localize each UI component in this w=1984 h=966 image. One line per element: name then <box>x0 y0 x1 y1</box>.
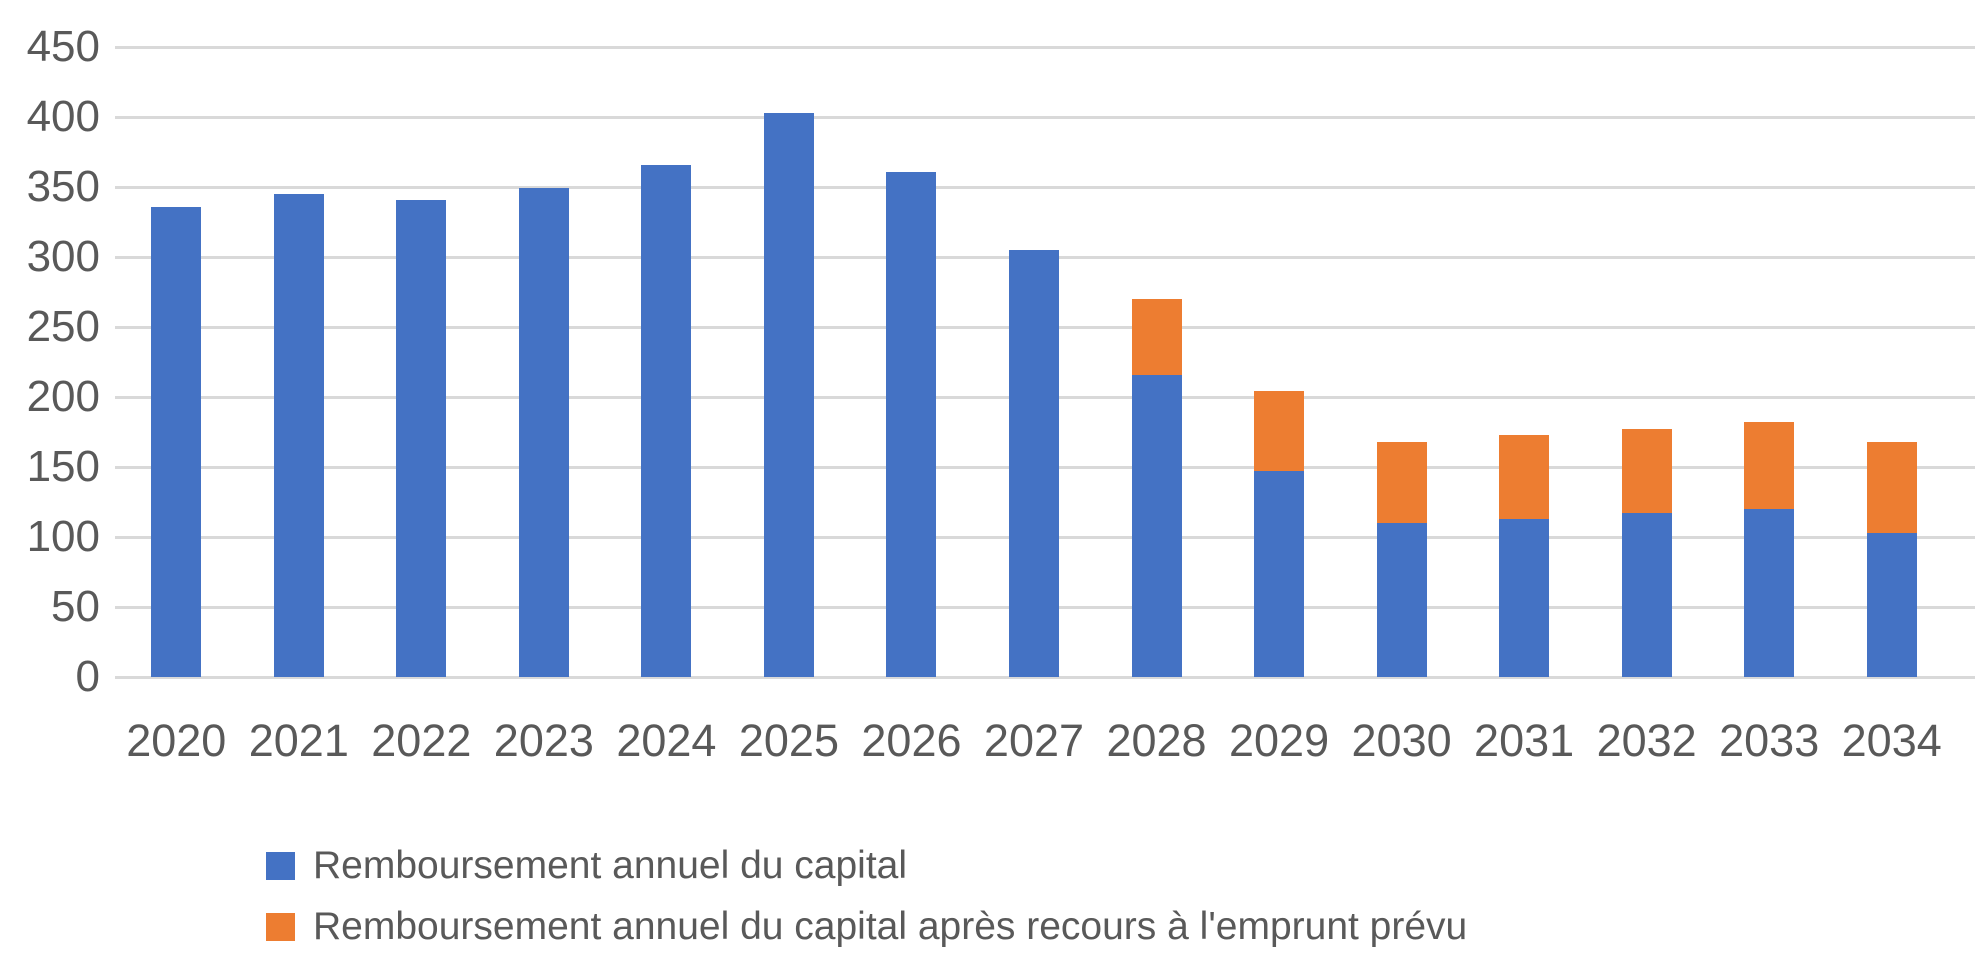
x-tick-label-2031: 2031 <box>1474 715 1575 766</box>
bar-2034-series-1 <box>1866 441 1917 533</box>
bar-group-2030 <box>1340 47 1463 677</box>
bar-group-2021 <box>238 47 361 677</box>
gridline-450 <box>115 45 1975 49</box>
legend-label-capital-apres-emprunt: Remboursement annuel du capital après re… <box>313 904 1468 948</box>
bar-group-2032 <box>1585 47 1708 677</box>
bars-area <box>115 47 1953 677</box>
x-tick-label-2022: 2022 <box>371 715 472 766</box>
x-tick-label-2027: 2027 <box>983 715 1085 766</box>
bar-2034-series-0 <box>1866 532 1917 677</box>
gridline-0 <box>115 675 1975 679</box>
bar-2028-series-1 <box>1131 299 1182 375</box>
x-tick-label-2034: 2034 <box>1841 715 1942 766</box>
bar-group-2020 <box>115 47 238 677</box>
gridline-400 <box>115 115 1975 119</box>
x-tick-label-2033: 2033 <box>1719 715 1820 766</box>
bar-2029-series-0 <box>1254 471 1305 677</box>
bar-2033-series-1 <box>1744 422 1795 509</box>
bar-2028-series-0 <box>1131 374 1182 677</box>
legend-swatch-blue <box>266 851 295 880</box>
legend-item-capital: Remboursement annuel du capital <box>266 843 1467 887</box>
x-tick-label-2029: 2029 <box>1228 715 1330 766</box>
bar-group-2034 <box>1830 47 1953 677</box>
bar-2027-series-0 <box>1008 250 1059 677</box>
legend-label-capital: Remboursement annuel du capital <box>313 843 908 887</box>
y-tick-label-50: 50 <box>51 582 100 631</box>
bar-2033-series-0 <box>1744 509 1795 677</box>
x-tick-label-2023: 2023 <box>493 715 594 766</box>
y-tick-label-0: 0 <box>75 652 100 701</box>
bar-2031-series-1 <box>1499 434 1550 519</box>
bar-group-2023 <box>483 47 606 677</box>
x-tick-label-2032: 2032 <box>1596 715 1697 766</box>
bar-group-2029 <box>1218 47 1341 677</box>
bar-group-2031 <box>1463 47 1586 677</box>
y-tick-label-350: 350 <box>26 162 100 211</box>
bar-2020-series-0 <box>151 206 202 677</box>
y-tick-label-250: 250 <box>26 302 100 351</box>
bar-2032-series-1 <box>1621 429 1672 514</box>
y-tick-label-300: 300 <box>26 232 100 281</box>
y-axis-labels: 0 50 100 150 200 250 300 350 400 450 <box>0 0 100 740</box>
bar-group-2024 <box>605 47 728 677</box>
x-tick-label-2030: 2030 <box>1351 715 1452 766</box>
x-tick-label-2028: 2028 <box>1106 715 1207 766</box>
bar-2025-series-0 <box>763 112 814 677</box>
bar-group-2026 <box>850 47 973 677</box>
bar-2026-series-0 <box>886 171 937 677</box>
legend-item-capital-apres-emprunt: Remboursement annuel du capital après re… <box>266 904 1468 948</box>
y-tick-label-400: 400 <box>26 92 100 141</box>
x-tick-label-2021: 2021 <box>248 715 349 766</box>
y-tick-label-200: 200 <box>26 372 100 421</box>
bar-group-2028 <box>1095 47 1218 677</box>
bar-group-2025 <box>728 47 851 677</box>
bar-2031-series-0 <box>1499 518 1550 677</box>
bar-group-2033 <box>1708 47 1831 677</box>
bar-group-2022 <box>360 47 483 677</box>
x-tick-label-2025: 2025 <box>738 715 839 766</box>
bar-2032-series-0 <box>1621 513 1672 677</box>
legend-swatch-orange <box>266 912 295 941</box>
bar-2029-series-1 <box>1254 391 1305 472</box>
x-tick-label-2024: 2024 <box>616 715 717 766</box>
bar-2021-series-0 <box>273 194 324 677</box>
y-tick-label-450: 450 <box>26 22 100 71</box>
legend: Remboursement annuel du capital Rembours… <box>266 843 1468 948</box>
bar-2030-series-1 <box>1376 441 1427 523</box>
y-tick-label-100: 100 <box>26 512 100 561</box>
bar-2030-series-0 <box>1376 523 1427 677</box>
bar-group-2027 <box>973 47 1096 677</box>
x-tick-label-2026: 2026 <box>861 715 962 766</box>
gridline-350 <box>115 185 1975 189</box>
bar-2023-series-0 <box>518 188 569 677</box>
bar-2022-series-0 <box>396 199 447 677</box>
y-tick-label-150: 150 <box>26 442 100 491</box>
x-axis-labels: 2020 2021 2022 2023 2024 2025 2026 2027 2028 2029… <box>115 714 1953 768</box>
x-tick-label-2020: 2020 <box>126 715 227 766</box>
bar-2024-series-0 <box>641 164 692 677</box>
